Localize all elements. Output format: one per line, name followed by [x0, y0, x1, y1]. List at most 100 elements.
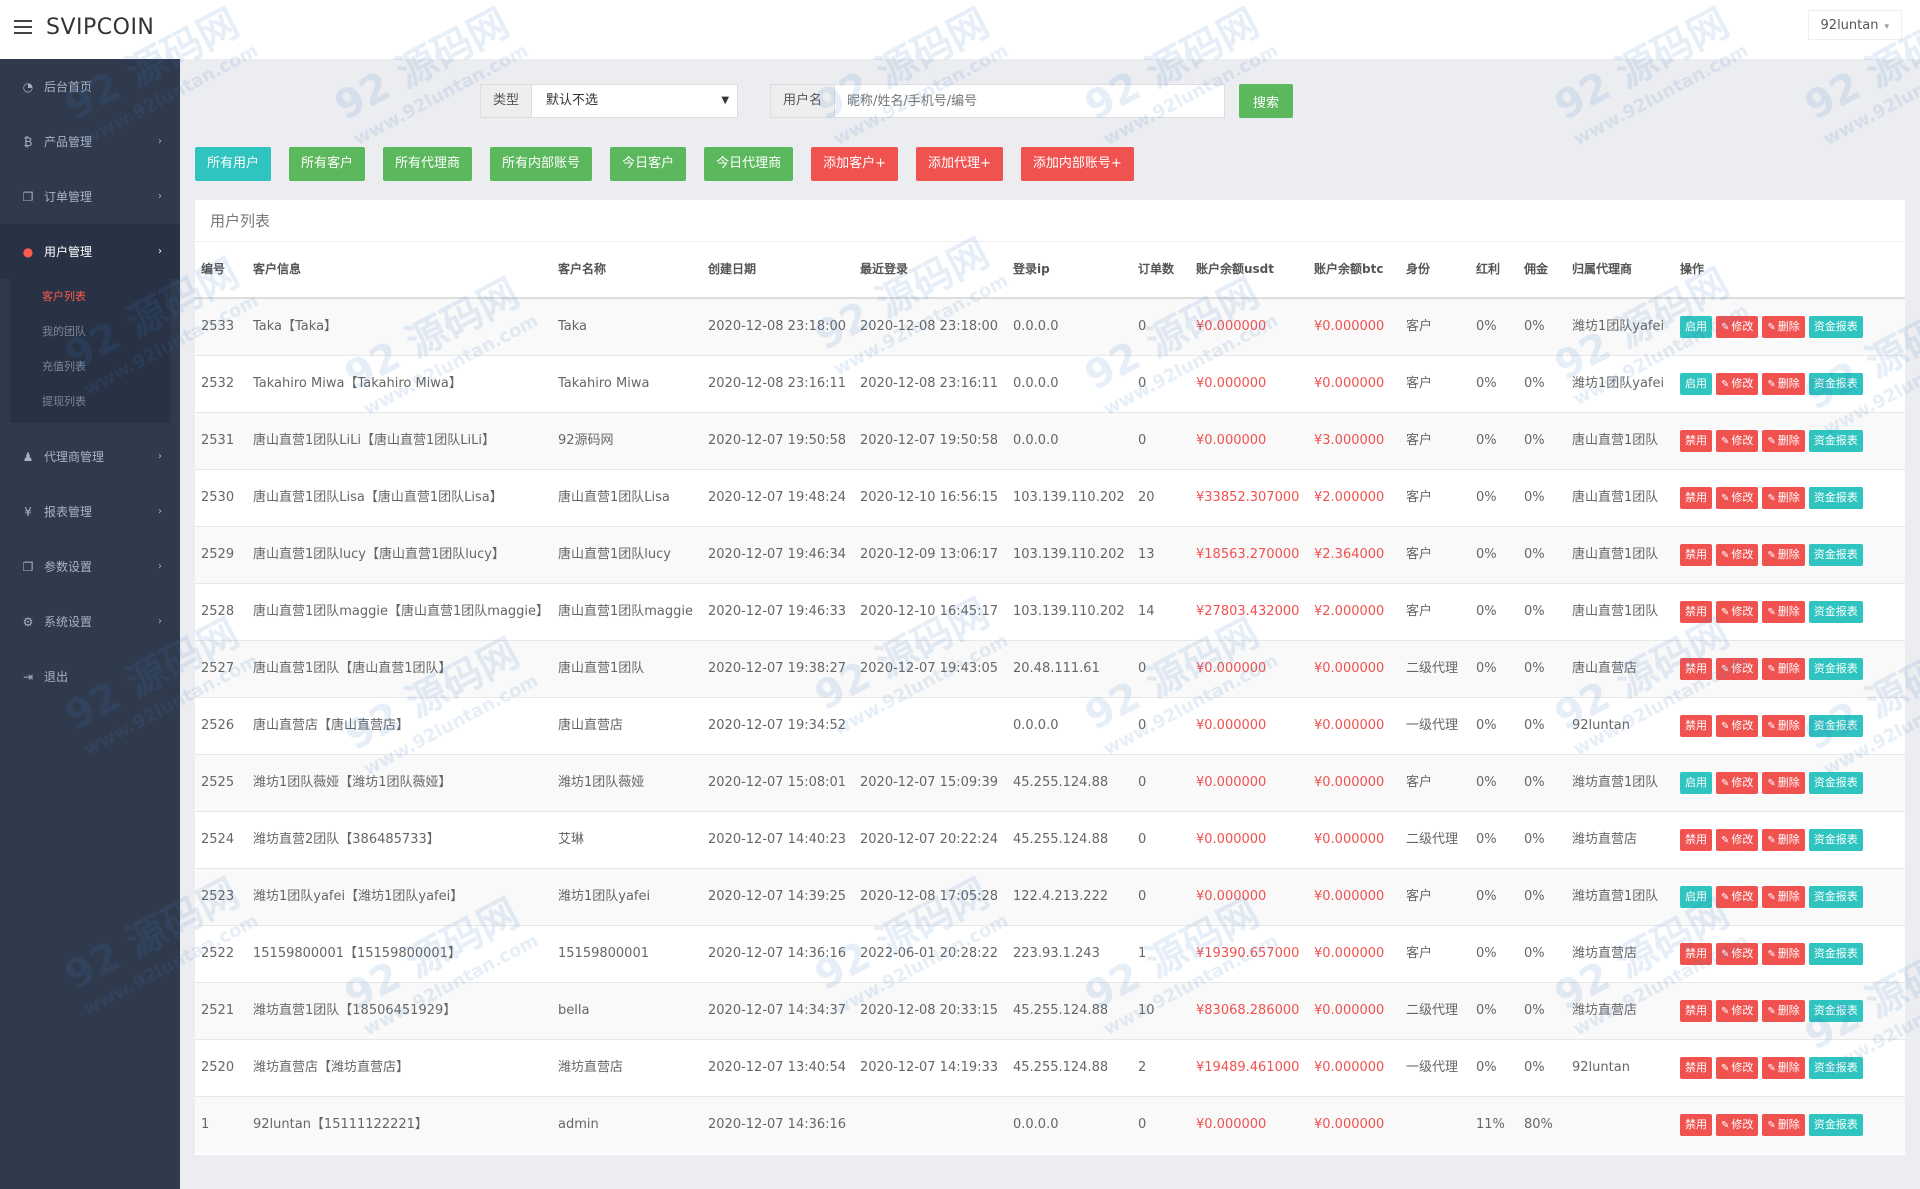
status-toggle-button[interactable]: 禁用 [1680, 714, 1712, 737]
edit-button[interactable]: ✎ 修改 [1716, 543, 1759, 566]
pencil-icon: ✎ [1721, 606, 1730, 618]
pencil-icon: ✎ [1767, 606, 1776, 618]
sidebar-item-6[interactable]: ❐ 参数设置 › [0, 539, 180, 594]
fund-report-button[interactable]: 资金报表 [1808, 429, 1863, 452]
cell-actions: 启用 ✎ 修改 ✎ 删除 资金报表 [1674, 867, 1905, 925]
status-toggle-button[interactable]: 禁用 [1680, 1113, 1712, 1136]
filter-button-1[interactable]: 所有客户 [289, 147, 366, 181]
delete-button[interactable]: ✎ 删除 [1762, 600, 1805, 623]
fund-report-button[interactable]: 资金报表 [1808, 1056, 1863, 1079]
delete-button[interactable]: ✎ 删除 [1762, 315, 1805, 338]
status-toggle-button[interactable]: 启用 [1680, 315, 1712, 338]
fund-report-button[interactable]: 资金报表 [1808, 771, 1863, 794]
edit-button[interactable]: ✎ 修改 [1716, 429, 1759, 452]
delete-button[interactable]: ✎ 删除 [1762, 885, 1805, 908]
delete-button[interactable]: ✎ 删除 [1762, 999, 1805, 1022]
sidebar-item-1[interactable]: ₿ 产品管理 › [0, 114, 180, 169]
edit-label: 修改 [1731, 1117, 1754, 1131]
menu-toggle-icon[interactable] [14, 20, 32, 34]
delete-button[interactable]: ✎ 删除 [1762, 771, 1805, 794]
submenu-item-1[interactable]: 我的团队 [42, 325, 86, 338]
submenu-item-3[interactable]: 提现列表 [42, 395, 86, 408]
sidebar-item-0[interactable]: ◔ 后台首页 [0, 59, 180, 114]
delete-button[interactable]: ✎ 删除 [1762, 828, 1805, 851]
filter-button-4[interactable]: 今日客户 [610, 147, 687, 181]
sidebar-item-4[interactable]: ♟ 代理商管理 › [0, 429, 180, 484]
fund-report-button[interactable]: 资金报表 [1808, 828, 1863, 851]
status-toggle-button[interactable]: 启用 [1680, 885, 1712, 908]
edit-label: 修改 [1731, 547, 1754, 561]
status-toggle-button[interactable]: 禁用 [1680, 543, 1712, 566]
edit-button[interactable]: ✎ 修改 [1716, 771, 1759, 794]
pencil-icon: ✎ [1721, 834, 1730, 846]
status-toggle-button[interactable]: 禁用 [1680, 600, 1712, 623]
pencil-icon: ✎ [1767, 492, 1776, 504]
submenu-item-2[interactable]: 充值列表 [42, 360, 86, 373]
status-toggle-button[interactable]: 禁用 [1680, 429, 1712, 452]
status-toggle-button[interactable]: 禁用 [1680, 999, 1712, 1022]
fund-report-button[interactable]: 资金报表 [1808, 600, 1863, 623]
filter-button-7[interactable]: 添加代理+ [916, 147, 1003, 181]
fund-report-button[interactable]: 资金报表 [1808, 543, 1863, 566]
edit-button[interactable]: ✎ 修改 [1716, 1056, 1759, 1079]
cell-usdt: ¥19390.657000 [1190, 924, 1308, 982]
delete-button[interactable]: ✎ 删除 [1762, 942, 1805, 965]
type-label: 类型 [480, 84, 533, 118]
edit-button[interactable]: ✎ 修改 [1716, 372, 1759, 395]
fund-report-button[interactable]: 资金报表 [1808, 372, 1863, 395]
edit-button[interactable]: ✎ 修改 [1716, 486, 1759, 509]
delete-button[interactable]: ✎ 删除 [1762, 714, 1805, 737]
edit-button[interactable]: ✎ 修改 [1716, 885, 1759, 908]
sidebar-item-2[interactable]: ❐ 订单管理 › [0, 169, 180, 224]
sidebar-item-8[interactable]: ⇥ 退出 [0, 649, 180, 704]
edit-button[interactable]: ✎ 修改 [1716, 1113, 1759, 1136]
user-menu[interactable]: 92luntan ▾ [1807, 10, 1902, 40]
status-toggle-button[interactable]: 禁用 [1680, 942, 1712, 965]
edit-button[interactable]: ✎ 修改 [1716, 999, 1759, 1022]
delete-button[interactable]: ✎ 删除 [1762, 486, 1805, 509]
edit-button[interactable]: ✎ 修改 [1716, 657, 1759, 680]
status-toggle-button[interactable]: 启用 [1680, 771, 1712, 794]
edit-button[interactable]: ✎ 修改 [1716, 600, 1759, 623]
status-toggle-button[interactable]: 启用 [1680, 372, 1712, 395]
status-toggle-button[interactable]: 禁用 [1680, 486, 1712, 509]
sidebar-item-5[interactable]: ¥ 报表管理 › [0, 484, 180, 539]
delete-button[interactable]: ✎ 删除 [1762, 657, 1805, 680]
filter-button-6[interactable]: 添加客户+ [811, 147, 898, 181]
filter-button-8[interactable]: 添加内部账号+ [1020, 147, 1134, 181]
search-button[interactable]: 搜索 [1239, 84, 1294, 118]
sidebar-item-3[interactable]: ● 用户管理 › [0, 224, 180, 279]
user-table: 编号 客户信息 客户名称 创建日期 最近登录 登录ip 订单数 账户余额usdt 账户余额btc… [195, 242, 1905, 1153]
fund-report-button[interactable]: 资金报表 [1808, 657, 1863, 680]
type-select[interactable]: 默认不选 ▼ [532, 84, 739, 118]
status-toggle-button[interactable]: 禁用 [1680, 1056, 1712, 1079]
filter-button-2[interactable]: 所有代理商 [383, 147, 473, 181]
filter-button-0[interactable]: 所有用户 [195, 147, 272, 181]
cell-ip: 103.139.110.202 [1007, 468, 1132, 526]
submenu-item-0[interactable]: 客户列表 [42, 290, 86, 303]
delete-button[interactable]: ✎ 删除 [1762, 543, 1805, 566]
edit-button[interactable]: ✎ 修改 [1716, 315, 1759, 338]
delete-button[interactable]: ✎ 删除 [1762, 429, 1805, 452]
edit-button[interactable]: ✎ 修改 [1716, 942, 1759, 965]
fund-report-button[interactable]: 资金报表 [1808, 714, 1863, 737]
status-toggle-button[interactable]: 禁用 [1680, 828, 1712, 851]
delete-button[interactable]: ✎ 删除 [1762, 1113, 1805, 1136]
fund-report-button[interactable]: 资金报表 [1808, 942, 1863, 965]
fund-report-button[interactable]: 资金报表 [1808, 486, 1863, 509]
delete-button[interactable]: ✎ 删除 [1762, 1056, 1805, 1079]
fund-report-button[interactable]: 资金报表 [1808, 999, 1863, 1022]
cell-commission: 0% [1518, 582, 1566, 640]
status-toggle-button[interactable]: 禁用 [1680, 657, 1712, 680]
filter-button-5[interactable]: 今日代理商 [704, 147, 794, 181]
fund-report-button[interactable]: 资金报表 [1808, 1113, 1863, 1136]
fund-report-button[interactable]: 资金报表 [1808, 885, 1863, 908]
username-input[interactable] [835, 84, 1226, 118]
sidebar-item-7[interactable]: ⚙ 系统设置 › [0, 594, 180, 649]
delete-button[interactable]: ✎ 删除 [1762, 372, 1805, 395]
edit-button[interactable]: ✎ 修改 [1716, 828, 1759, 851]
filter-button-3[interactable]: 所有内部账号 [490, 147, 593, 181]
cell-id: 2520 [195, 1038, 247, 1096]
fund-report-button[interactable]: 资金报表 [1808, 315, 1863, 338]
edit-button[interactable]: ✎ 修改 [1716, 714, 1759, 737]
